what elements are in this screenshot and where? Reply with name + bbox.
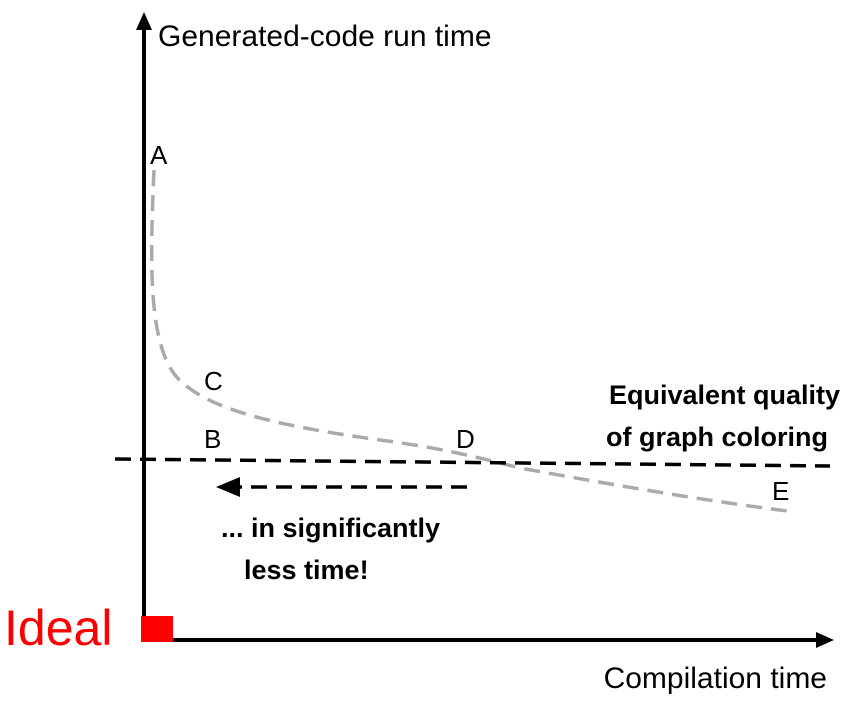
less-time-text-line1: ... in significantly <box>221 513 440 543</box>
left-arrow-icon <box>216 477 240 497</box>
point-label-d: D <box>456 424 475 454</box>
point-label-e: E <box>772 476 789 506</box>
tradeoff-curve <box>149 169 796 514</box>
equivalent-quality-text-line1: Equivalent quality <box>609 380 840 410</box>
y-axis-label: Generated-code run time <box>158 20 492 53</box>
equivalent-quality-text-line2: of graph coloring <box>606 422 828 452</box>
x-axis-arrow-icon <box>816 632 834 648</box>
point-label-a: A <box>150 140 168 170</box>
equivalent-quality-line <box>114 457 831 468</box>
ideal-marker <box>141 616 173 642</box>
point-label-b: B <box>204 424 221 454</box>
y-axis-arrow-icon <box>136 12 152 30</box>
less-time-text-line2: less time! <box>244 555 369 585</box>
point-label-c: C <box>204 366 223 396</box>
x-axis-label: Compilation time <box>604 662 827 695</box>
ideal-label: Ideal <box>4 600 112 656</box>
